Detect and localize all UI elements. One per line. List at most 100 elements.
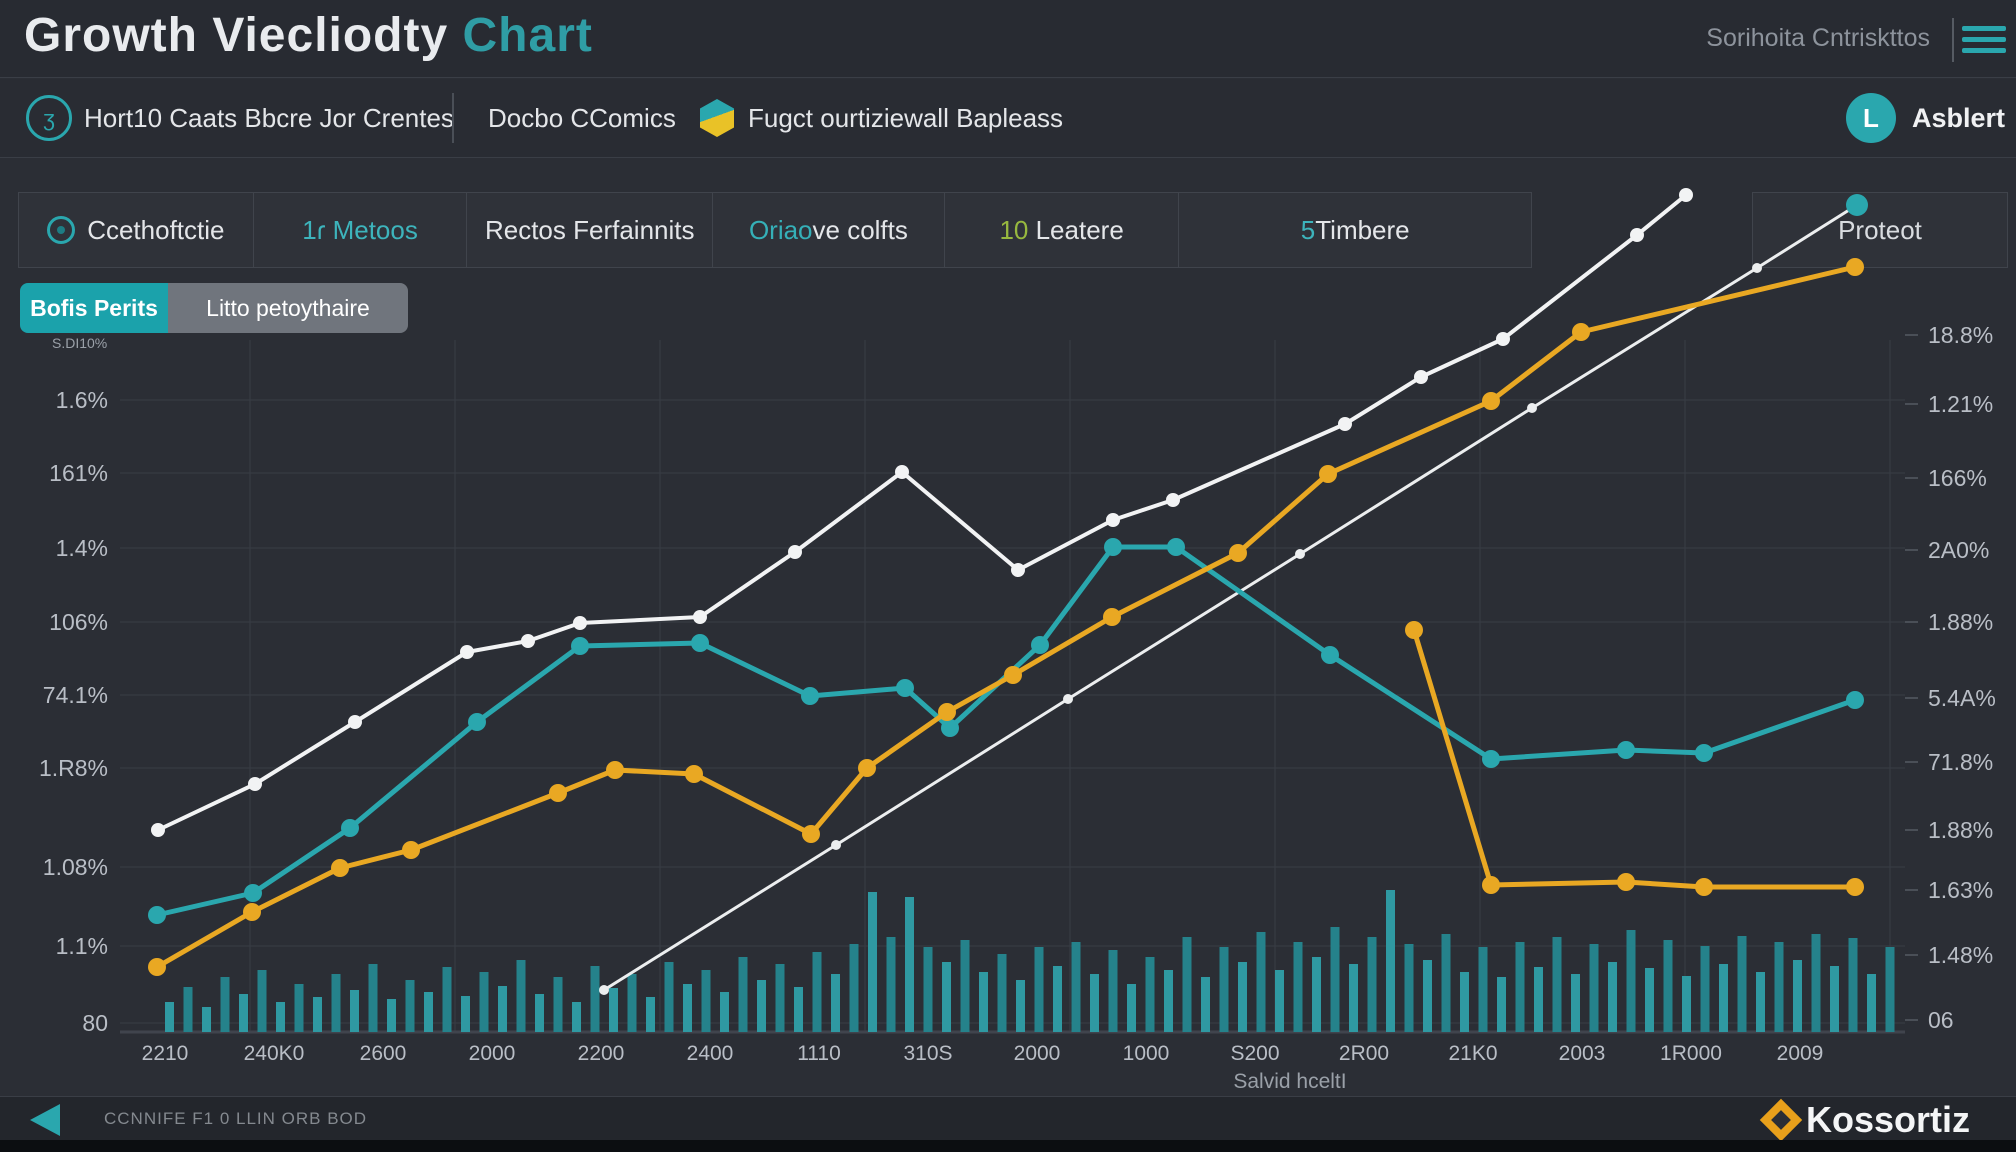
teal-marker [1695,744,1713,762]
teal-marker [1167,538,1185,556]
y-axis-label-right: 06 [1928,1007,1954,1033]
teal-line [154,544,1858,918]
volume-bar [886,937,896,1032]
tab-leatere[interactable]: 10 Leatere [945,193,1180,267]
brand-diamond-icon [1759,1098,1803,1142]
yellow-main-marker [802,825,820,843]
teal-marker [341,819,359,837]
volume-bar [313,997,322,1032]
volume-bar [202,1007,211,1032]
toolbar-item-2: Docbo CComics [488,103,676,133]
tab-timbere[interactable]: 5Timbere [1179,193,1531,267]
teal-marker [941,719,959,737]
footer-bar: CCNNIFE F1 0 LLIN ORB BOD Kossortiz [0,1096,2016,1142]
volume-bar [1589,944,1599,1032]
volume-bar [1460,972,1469,1032]
filter-button-active[interactable]: Bofis Perits [20,283,168,333]
volume-bar [183,987,193,1032]
volume-bar [942,962,951,1032]
volume-bar [1608,962,1617,1032]
white-main-marker [521,634,535,648]
y-axis-label-right: 71.8% [1928,749,1993,775]
tab-label: Rectos Ferfainnits [484,214,695,245]
volume-bar [1349,964,1358,1032]
tab-protect[interactable]: Proteot [1752,192,2008,268]
filter-button-inactive[interactable]: Litto petoythaire [168,283,408,333]
volume-bar [979,972,988,1032]
volume-bar [387,999,396,1032]
volume-bar [1164,970,1173,1032]
toolbar: ʒ Hort10 Caats Bbcre Jor Crentes Docbo C… [0,79,2016,158]
white-diagonal-marker [599,985,609,995]
teal-marker [1321,646,1339,664]
volume-bar [1145,957,1155,1032]
volume-bar [1386,890,1395,1032]
volume-bar [1293,942,1303,1032]
white-main-marker [1496,332,1510,346]
volume-bar [424,992,433,1032]
white-main-marker [1414,370,1428,384]
volume-bar [923,947,933,1032]
volume-bar [1682,976,1691,1032]
back-play-icon[interactable] [30,1104,60,1136]
user-avatar[interactable]: L [1846,93,1896,143]
teal-marker [1482,750,1500,768]
y-axis-label-left: 1.R8% [39,755,108,781]
volume-bar [1367,937,1377,1032]
yellow-branch-line [1411,627,1858,890]
volume-bar [165,1002,174,1032]
white-diagonal-marker [831,840,841,850]
yellow-main-marker [685,765,703,783]
yellow-main-marker [858,759,876,777]
page-title-main: Growth Viecliodty [24,9,463,62]
volume-bar [294,984,304,1032]
volume-bar [849,944,859,1032]
x-axis-label: 2003 [1559,1042,1606,1065]
volume-bar [1108,950,1118,1032]
tab-ccethoftctie[interactable]: Ccethoftctie [19,193,254,267]
volume-bar [1238,962,1247,1032]
white-diagonal-line [602,203,1859,992]
yellow-branch-marker [1617,873,1635,891]
white-main-marker [248,777,262,791]
y-axis-label-left: 161% [49,460,108,486]
filter-sub-label: S.DI10% [52,335,108,351]
volume-bar [868,892,877,1032]
tab-oriaove[interactable]: Oriaove colfts [713,193,945,267]
page-title-accent: Chart [462,9,593,62]
yellow-main-marker [402,841,420,859]
yellow-main-marker [1482,392,1500,410]
teal-marker [244,884,262,902]
teal-marker [1617,741,1635,759]
header-divider [1952,18,1954,62]
yellow-branch-marker [1695,878,1713,896]
x-axis-label: 2000 [469,1042,516,1065]
tab-rectos[interactable]: Rectos Ferfainnits [467,193,714,267]
hamburger-menu-icon[interactable] [1962,26,2006,56]
teal-marker [148,906,166,924]
white-main-marker [348,715,362,729]
user-name: Asblert [1912,103,2006,133]
teal-marker [1031,636,1049,654]
tab-bar: Ccethoftctie 1ɾ Metoos Rectos Ferfainnits O… [18,192,1532,268]
volume-bar [1811,934,1821,1032]
tab-label: 10 Leatere [999,214,1124,245]
y-axis-label-left: 1.1% [56,933,108,959]
y-axis-label-right: 166% [1928,465,1987,491]
yellow-main-marker [148,958,166,976]
volume-bar [1330,927,1340,1032]
x-axis-label: 1000 [1123,1042,1170,1065]
volume-bar [794,987,803,1032]
tab-metoos[interactable]: 1ɾ Metoos [254,193,468,267]
volume-bar [1071,942,1081,1032]
volume-bar [1016,980,1025,1032]
volume-bar [1848,938,1858,1032]
yellow-branch-marker [1482,876,1500,894]
volume-bar [1534,967,1543,1032]
teal-marker [896,679,914,697]
white-main-marker [1679,188,1693,202]
yellow-branch-marker [1405,621,1423,639]
volume-bar [664,962,674,1032]
volume-bar [1552,937,1562,1032]
white-diagonal-marker [1527,403,1537,413]
